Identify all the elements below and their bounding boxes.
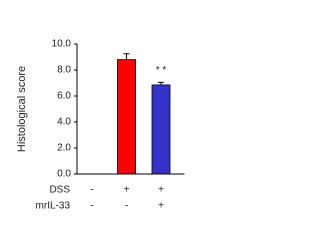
y-tick-label: 6.0 <box>57 91 71 102</box>
condition-sign: + <box>124 185 130 196</box>
y-tick-label: 2.0 <box>57 143 71 154</box>
condition-sign: + <box>158 201 164 212</box>
y-tick-label: 4.0 <box>57 117 71 128</box>
y-tick-label: 8.0 <box>57 65 71 76</box>
bar <box>117 59 136 175</box>
condition-sign: - <box>125 201 128 212</box>
bar <box>151 84 171 175</box>
y-tick-label: 10.0 <box>52 39 72 50</box>
condition-sign: - <box>90 185 93 196</box>
condition-label: mrIL-33 <box>36 201 71 212</box>
y-tick-label: 0.0 <box>57 169 71 180</box>
significance: * * <box>156 65 167 76</box>
condition-label: DSS <box>49 185 70 196</box>
chart: Histological score 0.0 2.0 4.0 6.0 8.0 10.0 * … <box>16 39 185 212</box>
condition-sign: + <box>158 185 164 196</box>
condition-sign: - <box>90 201 93 212</box>
y-axis-label: Histological score <box>16 66 28 152</box>
